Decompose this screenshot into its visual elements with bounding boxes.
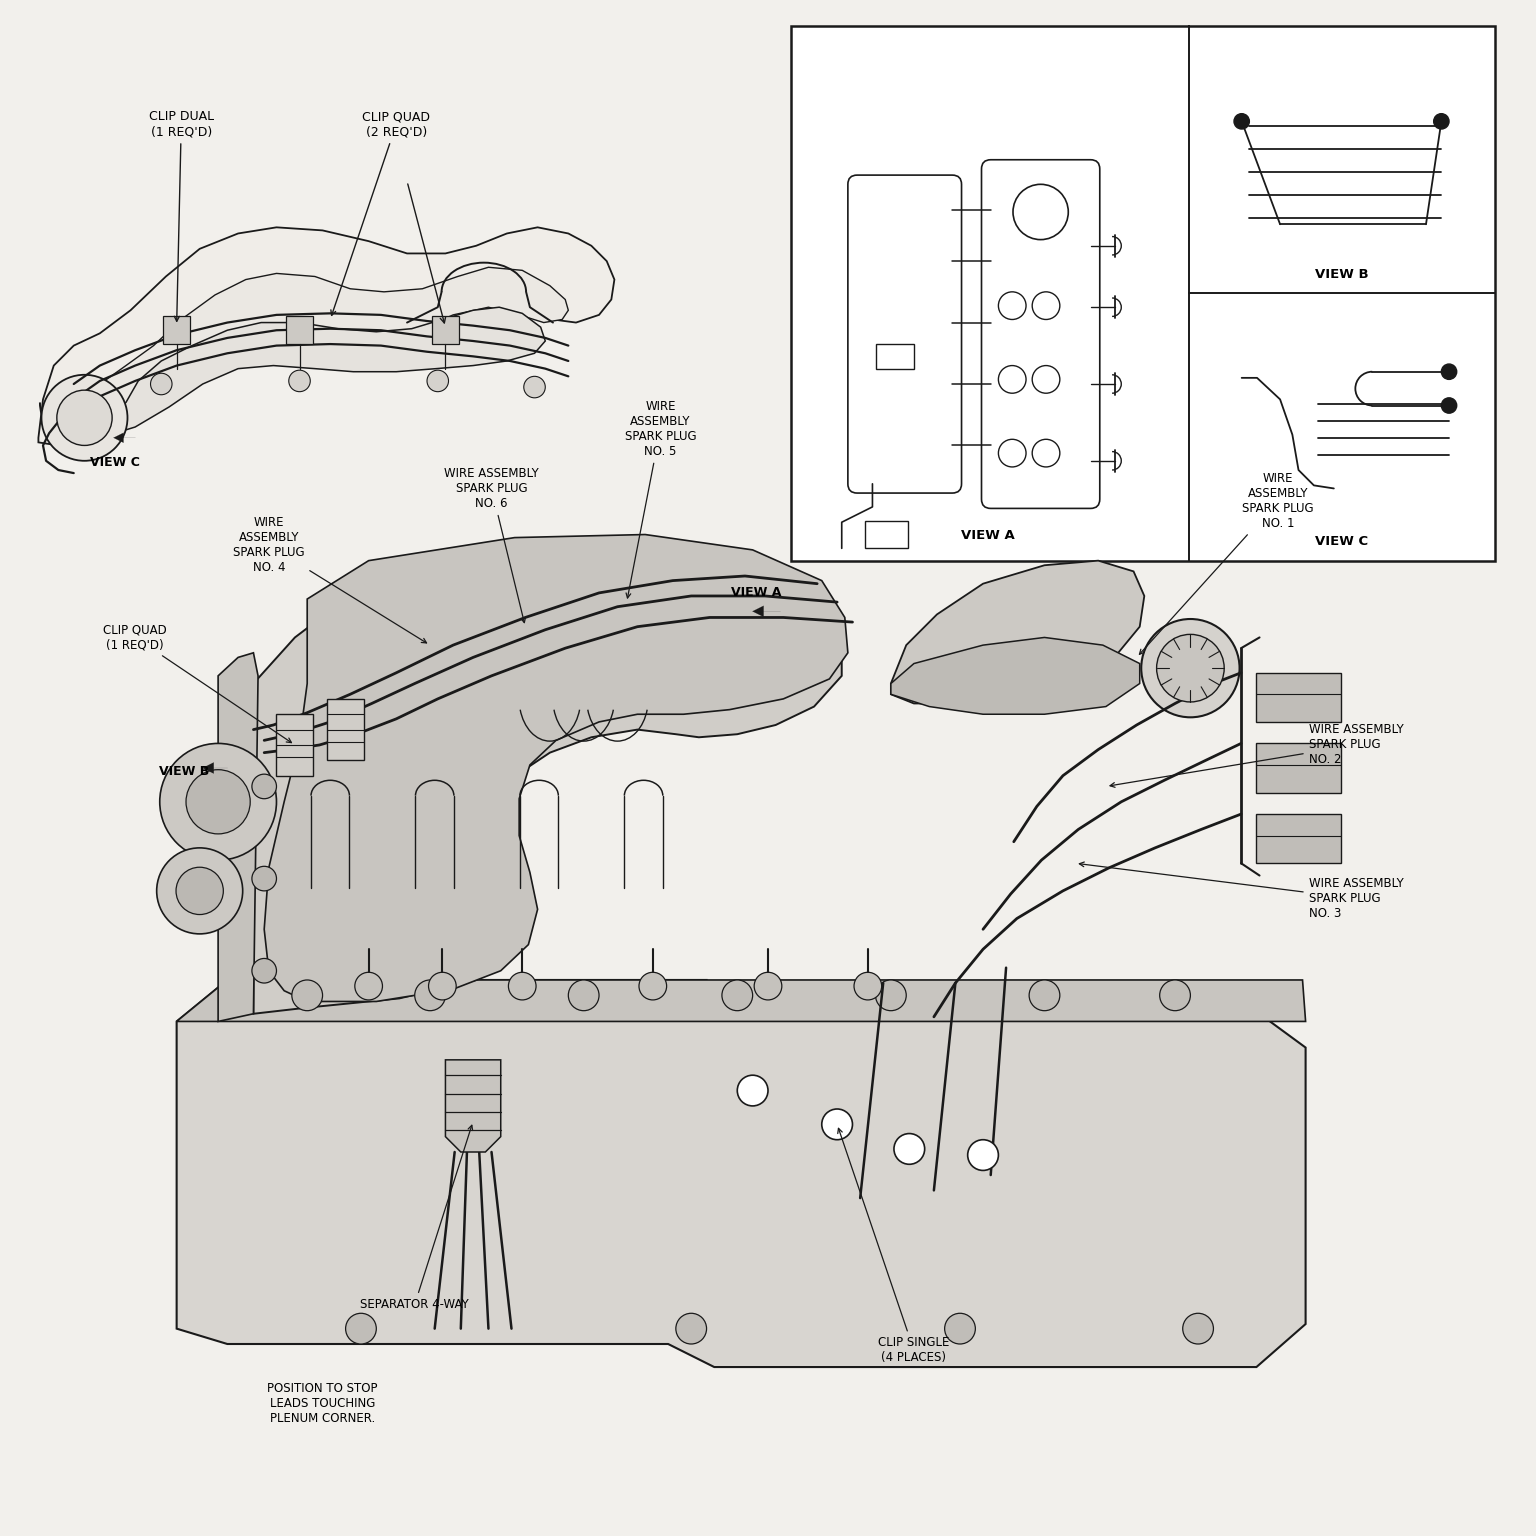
Polygon shape [445,1060,501,1152]
Circle shape [876,980,906,1011]
Polygon shape [218,653,258,1021]
Circle shape [1032,292,1060,319]
Circle shape [429,972,456,1000]
Text: VIEW B: VIEW B [1315,269,1369,281]
Polygon shape [38,227,614,445]
Text: WIRE
ASSEMBLY
SPARK PLUG
NO. 5: WIRE ASSEMBLY SPARK PLUG NO. 5 [625,399,696,598]
Bar [1256,814,1341,863]
Circle shape [1183,1313,1213,1344]
Circle shape [415,980,445,1011]
Bar [327,699,364,760]
Text: VIEW C: VIEW C [1315,536,1369,548]
Text: VIEW A: VIEW A [962,530,1015,542]
Circle shape [894,1134,925,1164]
Polygon shape [264,535,848,1001]
Circle shape [722,980,753,1011]
Text: VIEW B: VIEW B [160,765,209,777]
Polygon shape [177,980,1306,1367]
Polygon shape [286,316,313,344]
Circle shape [355,972,382,1000]
Circle shape [968,1140,998,1170]
Circle shape [508,972,536,1000]
Circle shape [252,958,276,983]
Text: WIRE
ASSEMBLY
SPARK PLUG
NO. 1: WIRE ASSEMBLY SPARK PLUG NO. 1 [1140,472,1313,654]
Polygon shape [891,561,1144,703]
Bar [865,521,908,548]
Circle shape [1032,366,1060,393]
Circle shape [427,370,449,392]
Circle shape [186,770,250,834]
Text: WIRE ASSEMBLY
SPARK PLUG
NO. 3: WIRE ASSEMBLY SPARK PLUG NO. 3 [1080,862,1404,920]
FancyBboxPatch shape [982,160,1100,508]
Circle shape [252,774,276,799]
Circle shape [524,376,545,398]
Text: CLIP SINGLE
(4 PLACES): CLIP SINGLE (4 PLACES) [837,1129,949,1364]
Text: VIEW A: VIEW A [731,587,780,599]
Bar [1256,673,1341,722]
Polygon shape [253,541,842,1014]
Circle shape [1441,364,1456,379]
Circle shape [945,1313,975,1344]
Circle shape [639,972,667,1000]
Circle shape [1032,439,1060,467]
Circle shape [41,375,127,461]
Circle shape [676,1313,707,1344]
Text: WIRE ASSEMBLY
SPARK PLUG
NO. 2: WIRE ASSEMBLY SPARK PLUG NO. 2 [1111,723,1404,788]
Circle shape [998,439,1026,467]
Circle shape [151,373,172,395]
Circle shape [1029,980,1060,1011]
Circle shape [57,390,112,445]
Text: CLIP QUAD
(1 REQ'D): CLIP QUAD (1 REQ'D) [103,624,292,742]
Circle shape [568,980,599,1011]
Circle shape [822,1109,852,1140]
Polygon shape [177,980,1306,1021]
Circle shape [1014,184,1069,240]
Text: CLIP QUAD
(2 REQ'D): CLIP QUAD (2 REQ'D) [330,111,430,315]
Polygon shape [163,316,190,344]
Bar [791,26,1495,561]
Polygon shape [84,267,568,442]
Circle shape [157,848,243,934]
Circle shape [1157,634,1224,702]
Circle shape [998,366,1026,393]
Circle shape [1141,619,1240,717]
Circle shape [737,1075,768,1106]
Polygon shape [432,316,459,344]
Circle shape [1441,398,1456,413]
Circle shape [160,743,276,860]
Circle shape [177,868,223,914]
Text: SEPARATOR 4-WAY: SEPARATOR 4-WAY [361,1126,473,1310]
Circle shape [754,972,782,1000]
Text: VIEW C: VIEW C [91,456,140,468]
Circle shape [346,1313,376,1344]
Polygon shape [111,307,545,433]
FancyBboxPatch shape [848,175,962,493]
Circle shape [1433,114,1448,129]
Circle shape [289,370,310,392]
Circle shape [292,980,323,1011]
Circle shape [252,866,276,891]
Text: WIRE ASSEMBLY
SPARK PLUG
NO. 6: WIRE ASSEMBLY SPARK PLUG NO. 6 [444,467,539,622]
Text: WIRE
ASSEMBLY
SPARK PLUG
NO. 4: WIRE ASSEMBLY SPARK PLUG NO. 4 [233,516,427,644]
Text: CLIP DUAL
(1 REQ'D): CLIP DUAL (1 REQ'D) [149,111,214,321]
Circle shape [1233,114,1249,129]
Circle shape [1160,980,1190,1011]
Bar [1256,743,1341,793]
Polygon shape [891,637,1140,714]
Circle shape [998,292,1026,319]
Circle shape [854,972,882,1000]
Text: POSITION TO STOP
LEADS TOUCHING
PLENUM CORNER.: POSITION TO STOP LEADS TOUCHING PLENUM C… [267,1382,378,1425]
Bar [276,714,313,776]
Bar [876,344,914,369]
